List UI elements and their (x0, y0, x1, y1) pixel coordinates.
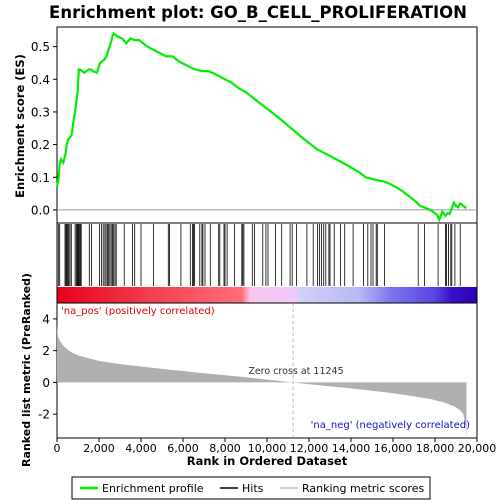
chart-title: Enrichment plot: GO_B_CELL_PROLIFERATION (49, 3, 467, 22)
x-tick-label: 4,000 (125, 442, 157, 455)
enrichment-profile-line (55, 31, 468, 223)
pos-correlated-label: 'na_pos' (positively correlated) (61, 306, 215, 317)
x-tick-label: 12,000 (290, 442, 329, 455)
x-axis-label: Rank in Ordered Dataset (187, 454, 348, 468)
metric-y-tick-label: 2 (42, 344, 50, 358)
metric-panel: 4 2 0 -2 'na_pos' (positively correlated) Z… (20, 273, 478, 467)
metric-y-tick-label: -2 (38, 408, 50, 422)
hit-lines (57, 224, 461, 286)
x-axis: 0 2,000 4,000 6,000 8,000 10,000 12,000 14,000 1… (54, 438, 497, 455)
es-y-axis-label: Enrichment score (ES) (13, 54, 27, 198)
x-tick-label: 2,000 (83, 442, 115, 455)
legend: Enrichment profile Hits Ranking metric s… (71, 476, 431, 500)
legend-box (71, 476, 431, 500)
legend-metric-label: Ranking metric scores (302, 482, 424, 495)
x-tick-label: 20,000 (458, 442, 497, 455)
x-tick-label: 14,000 (332, 442, 371, 455)
x-tick-label: 10,000 (248, 442, 287, 455)
zero-cross-label: Zero cross at 11245 (248, 366, 343, 377)
legend-hits-label: Hits (242, 482, 264, 495)
es-panel: 0.0 0.1 0.2 0.3 0.4 0.5 Enrichment score (ES) (13, 26, 478, 224)
metric-y-ticks: 4 2 0 -2 (38, 312, 57, 422)
x-tick-label: 6,000 (167, 442, 199, 455)
hits-panel (56, 222, 478, 304)
metric-y-tick-label: 0 (42, 376, 50, 390)
legend-enrichment-label: Enrichment profile (102, 482, 204, 495)
ranking-metric-area (57, 325, 467, 437)
es-y-ticks: 0.0 0.1 0.2 0.3 0.4 0.5 (31, 40, 57, 217)
es-y-tick-label: 0.4 (31, 73, 50, 87)
es-y-tick-label: 0.1 (31, 171, 50, 185)
es-y-tick-label: 0.0 (31, 203, 50, 217)
es-y-tick-label: 0.3 (31, 105, 50, 119)
x-tick-label: 18,000 (416, 442, 455, 455)
x-tick-label: 0 (54, 442, 61, 455)
es-y-tick-label: 0.2 (31, 138, 50, 152)
rank-color-bar (57, 287, 477, 303)
x-tick-label: 16,000 (374, 442, 413, 455)
es-panel-frame (56, 26, 478, 224)
x-tick-label: 8,000 (209, 442, 241, 455)
metric-y-tick-label: 4 (42, 312, 50, 326)
es-y-tick-label: 0.5 (31, 40, 50, 54)
neg-correlated-label: 'na_neg' (negatively correlated) (311, 420, 470, 431)
metric-y-axis-label: Ranked list metric (PreRanked) (20, 273, 33, 467)
